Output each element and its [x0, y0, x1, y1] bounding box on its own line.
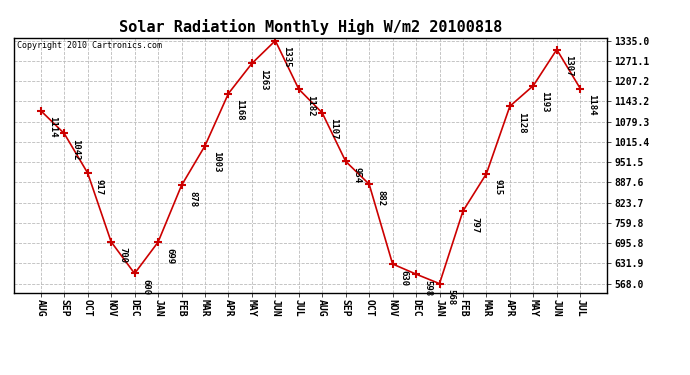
Text: 1263: 1263 — [259, 69, 268, 90]
Text: 954: 954 — [353, 167, 362, 183]
Title: Solar Radiation Monthly High W/m2 20100818: Solar Radiation Monthly High W/m2 201008… — [119, 19, 502, 35]
Text: 1307: 1307 — [564, 55, 573, 76]
Text: 878: 878 — [188, 191, 197, 207]
Text: 917: 917 — [95, 178, 103, 195]
Text: 1128: 1128 — [517, 112, 526, 133]
Text: 568: 568 — [446, 289, 455, 305]
Text: 1042: 1042 — [71, 139, 80, 160]
Text: 797: 797 — [470, 217, 479, 233]
Text: 1193: 1193 — [540, 91, 549, 113]
Text: 1335: 1335 — [282, 46, 291, 68]
Text: 915: 915 — [493, 179, 502, 195]
Text: 700: 700 — [118, 248, 127, 264]
Text: 1168: 1168 — [235, 99, 244, 121]
Text: 630: 630 — [400, 270, 408, 286]
Text: 600: 600 — [141, 279, 150, 295]
Text: Copyright 2010 Cartronics.com: Copyright 2010 Cartronics.com — [17, 41, 161, 50]
Text: 598: 598 — [423, 280, 432, 296]
Text: 1003: 1003 — [212, 152, 221, 173]
Text: 1182: 1182 — [306, 95, 315, 116]
Text: 882: 882 — [376, 190, 385, 206]
Text: 1114: 1114 — [48, 116, 57, 138]
Text: 1107: 1107 — [329, 118, 338, 140]
Text: 1184: 1184 — [587, 94, 596, 116]
Text: 699: 699 — [165, 248, 174, 264]
